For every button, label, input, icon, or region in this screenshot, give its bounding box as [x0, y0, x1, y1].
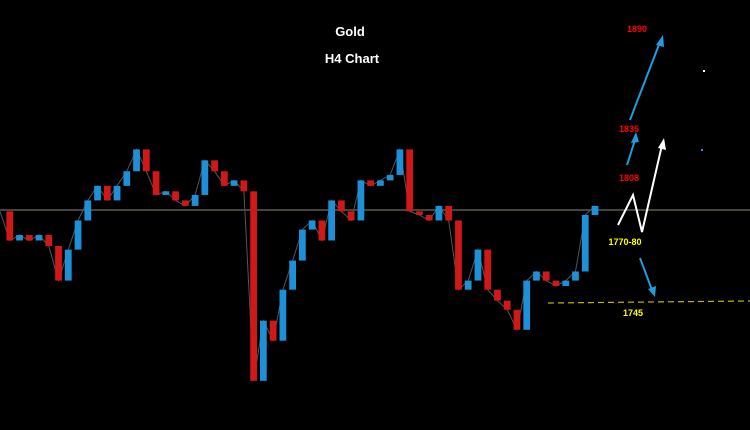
candle [581, 215, 589, 272]
candle [142, 149, 150, 172]
candle [123, 171, 131, 186]
arrow-head [631, 132, 639, 143]
arrow [626, 139, 636, 166]
candle [84, 200, 92, 221]
candle [552, 280, 560, 287]
candle [367, 180, 375, 186]
candle [455, 220, 462, 290]
candle [6, 211, 14, 241]
candle [74, 220, 82, 250]
candle [16, 235, 23, 241]
candle [201, 160, 209, 195]
candle [220, 171, 228, 186]
candle [259, 320, 267, 381]
candle [299, 229, 306, 261]
candle [562, 280, 570, 287]
candle [445, 205, 453, 221]
candle [572, 271, 579, 281]
candle [64, 249, 72, 281]
candle [240, 180, 248, 192]
candle [308, 220, 316, 230]
candle [503, 300, 511, 310]
candle [542, 271, 550, 281]
annotation: 1808 [619, 173, 639, 183]
candle [55, 245, 62, 281]
arrow [639, 257, 653, 291]
arrows [617, 41, 663, 291]
candle [172, 191, 179, 201]
candle [152, 171, 160, 195]
candle [113, 185, 121, 201]
candle [347, 211, 355, 221]
candle [191, 194, 199, 206]
chart-title: Gold [335, 24, 365, 39]
candle [269, 320, 277, 341]
arrow-head [656, 35, 664, 47]
candle [494, 289, 501, 301]
arrow [617, 144, 663, 233]
candle [406, 149, 414, 212]
candle [338, 200, 345, 212]
candle [484, 249, 492, 290]
annotation: 1890 [627, 24, 647, 34]
candle [386, 174, 394, 181]
candle [425, 215, 433, 221]
arrow-head [648, 286, 656, 297]
arrow [629, 41, 661, 121]
candle [279, 289, 287, 341]
chart-subtitle: H4 Chart [325, 51, 380, 66]
candle [474, 249, 482, 281]
arrow-heads [631, 35, 666, 297]
candle [45, 235, 53, 246]
support-line [547, 300, 750, 304]
annotation: 1835 [619, 124, 639, 134]
candle [211, 160, 218, 172]
candle [357, 180, 365, 221]
dot [701, 149, 703, 151]
candle [416, 211, 423, 215]
candle [591, 205, 599, 215]
candle [396, 149, 404, 175]
candle [181, 200, 189, 206]
candle [250, 191, 257, 381]
candle [133, 149, 140, 172]
candle [35, 235, 43, 241]
candle [464, 280, 472, 290]
candle [25, 235, 33, 241]
candle [523, 280, 531, 330]
candle [513, 309, 521, 330]
candle [328, 200, 336, 241]
annotation: 1745 [623, 308, 643, 318]
candle [230, 180, 238, 186]
candle [377, 180, 384, 186]
candle [162, 191, 170, 195]
candle [435, 205, 443, 221]
candle [533, 271, 540, 281]
series [0, 147, 599, 381]
annotation: 1770-80 [608, 237, 641, 247]
candle [103, 185, 111, 201]
arrow-head [658, 138, 666, 150]
candle [289, 260, 296, 290]
candle [94, 185, 101, 201]
dot [703, 70, 705, 72]
candle [318, 220, 326, 241]
